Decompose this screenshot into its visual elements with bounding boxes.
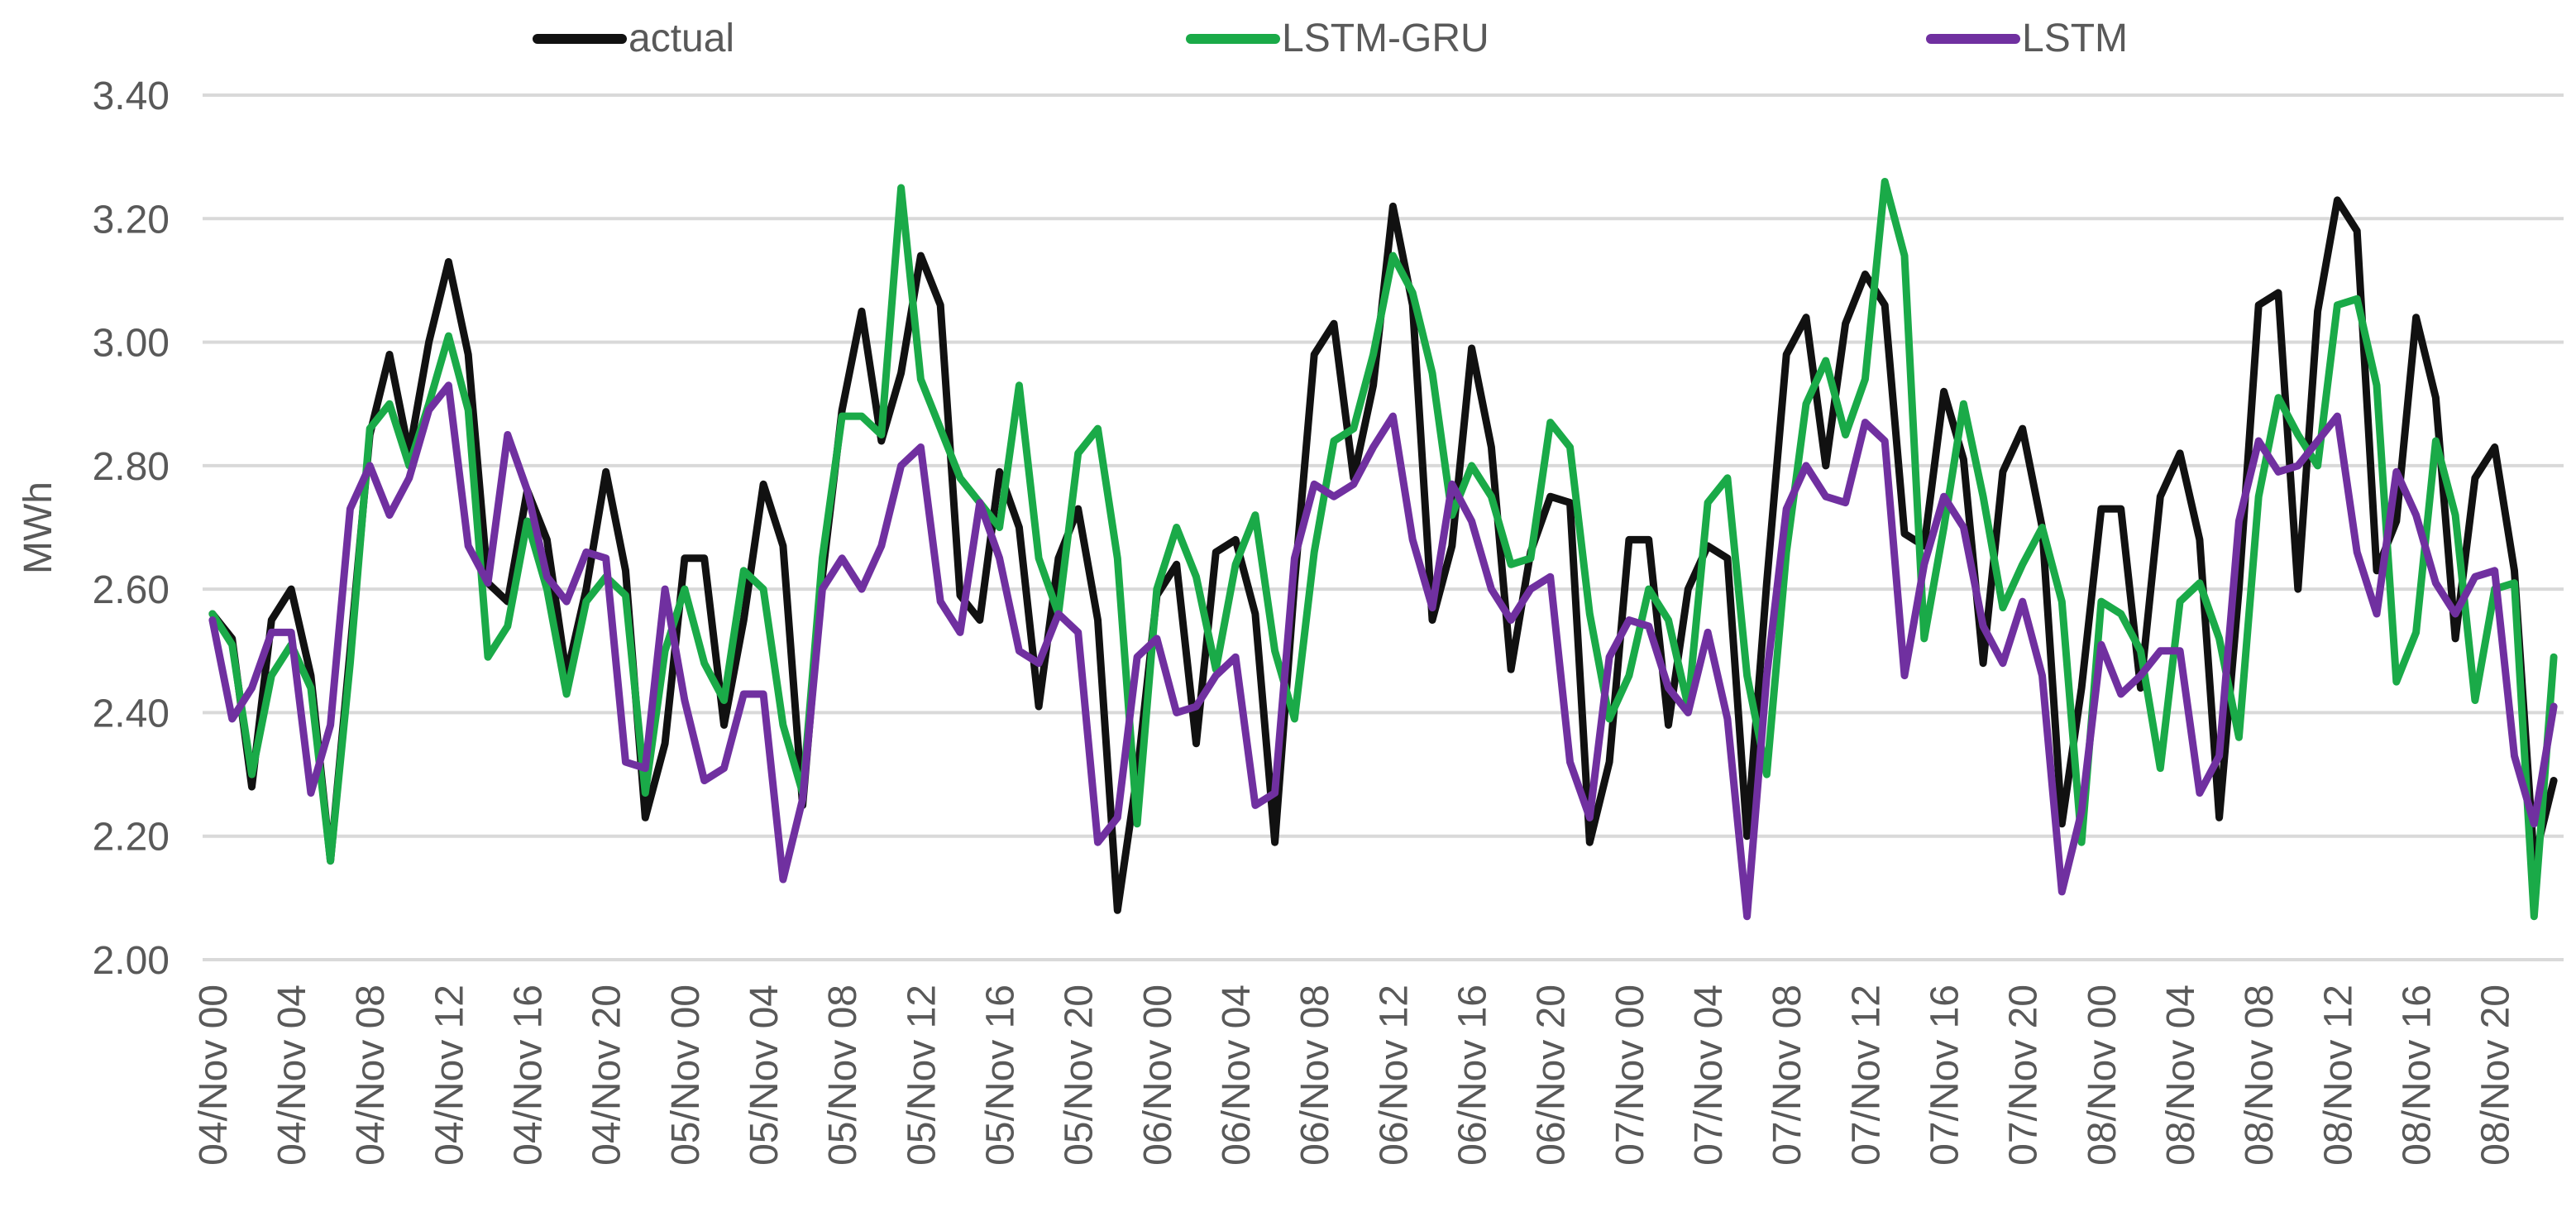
x-tick-label: 05/Nov 20 xyxy=(1058,984,1102,1166)
y-tick-label: 2.40 xyxy=(93,692,170,735)
y-tick-label: 3.20 xyxy=(93,198,170,242)
x-tick-label: 07/Nov 20 xyxy=(2002,984,2046,1166)
x-tick-label: 04/Nov 16 xyxy=(507,984,551,1166)
legend-label-lstm: LSTM xyxy=(2022,17,2128,60)
x-tick-label: 05/Nov 16 xyxy=(979,984,1023,1166)
legend-label-actual: actual xyxy=(628,17,734,60)
x-tick-label: 08/Nov 20 xyxy=(2474,984,2518,1166)
x-tick-label: 06/Nov 20 xyxy=(1530,984,1574,1166)
series-line-lstm xyxy=(208,381,2558,921)
x-tick-label: 04/Nov 08 xyxy=(349,984,393,1166)
y-tick-label: 3.40 xyxy=(93,74,170,118)
y-tick-label: 2.80 xyxy=(93,445,170,489)
x-tick-label: 05/Nov 12 xyxy=(900,984,944,1166)
x-tick-label: 08/Nov 00 xyxy=(2081,984,2124,1166)
x-tick-label: 07/Nov 16 xyxy=(1924,984,1967,1166)
y-axis-title: MWh xyxy=(17,481,60,574)
x-tick-label: 06/Nov 12 xyxy=(1372,984,1416,1166)
series-lines xyxy=(208,178,2558,921)
x-tick-label: 08/Nov 12 xyxy=(2316,984,2360,1166)
x-tick-label: 06/Nov 16 xyxy=(1451,984,1495,1166)
x-tick-label: 07/Nov 00 xyxy=(1608,984,1652,1166)
y-tick-label: 2.00 xyxy=(93,939,170,983)
legend: actual LSTM-GRU LSTM xyxy=(533,17,2128,60)
x-tick-label: 05/Nov 00 xyxy=(664,984,708,1166)
y-tick-label: 2.20 xyxy=(93,816,170,860)
x-tick-label: 06/Nov 08 xyxy=(1293,984,1337,1166)
x-tick-label: 08/Nov 04 xyxy=(2159,984,2203,1166)
x-tick-label: 06/Nov 00 xyxy=(1136,984,1180,1166)
x-tick-label: 04/Nov 20 xyxy=(585,984,629,1166)
x-tick-label: 07/Nov 08 xyxy=(1766,984,1809,1166)
x-tick-label: 07/Nov 04 xyxy=(1687,984,1731,1166)
x-tick-label: 08/Nov 16 xyxy=(2396,984,2440,1166)
x-tick-label: 07/Nov 12 xyxy=(1844,984,1888,1166)
x-tick-label: 08/Nov 08 xyxy=(2238,984,2282,1166)
x-tick-label: 05/Nov 04 xyxy=(743,984,786,1166)
y-tick-label: 2.60 xyxy=(93,568,170,612)
y-axis-ticks: 2.00 2.20 2.40 2.60 2.80 3.00 3.20 3.40 xyxy=(93,74,170,983)
x-tick-label: 04/Nov 00 xyxy=(192,984,236,1166)
x-tick-label: 05/Nov 08 xyxy=(821,984,865,1166)
x-tick-label: 06/Nov 04 xyxy=(1215,984,1259,1166)
y-tick-label: 3.00 xyxy=(93,322,170,366)
x-tick-label: 04/Nov 04 xyxy=(270,984,314,1166)
legend-label-lstm-gru: LSTM-GRU xyxy=(1282,17,1489,60)
x-tick-label: 04/Nov 12 xyxy=(428,984,471,1166)
x-axis-ticks: 04/Nov 00 04/Nov 04 04/Nov 08 04/Nov 12 04/N… xyxy=(192,984,2518,1166)
gridlines xyxy=(203,93,2564,961)
series-line-lstm-gru xyxy=(208,178,2558,921)
